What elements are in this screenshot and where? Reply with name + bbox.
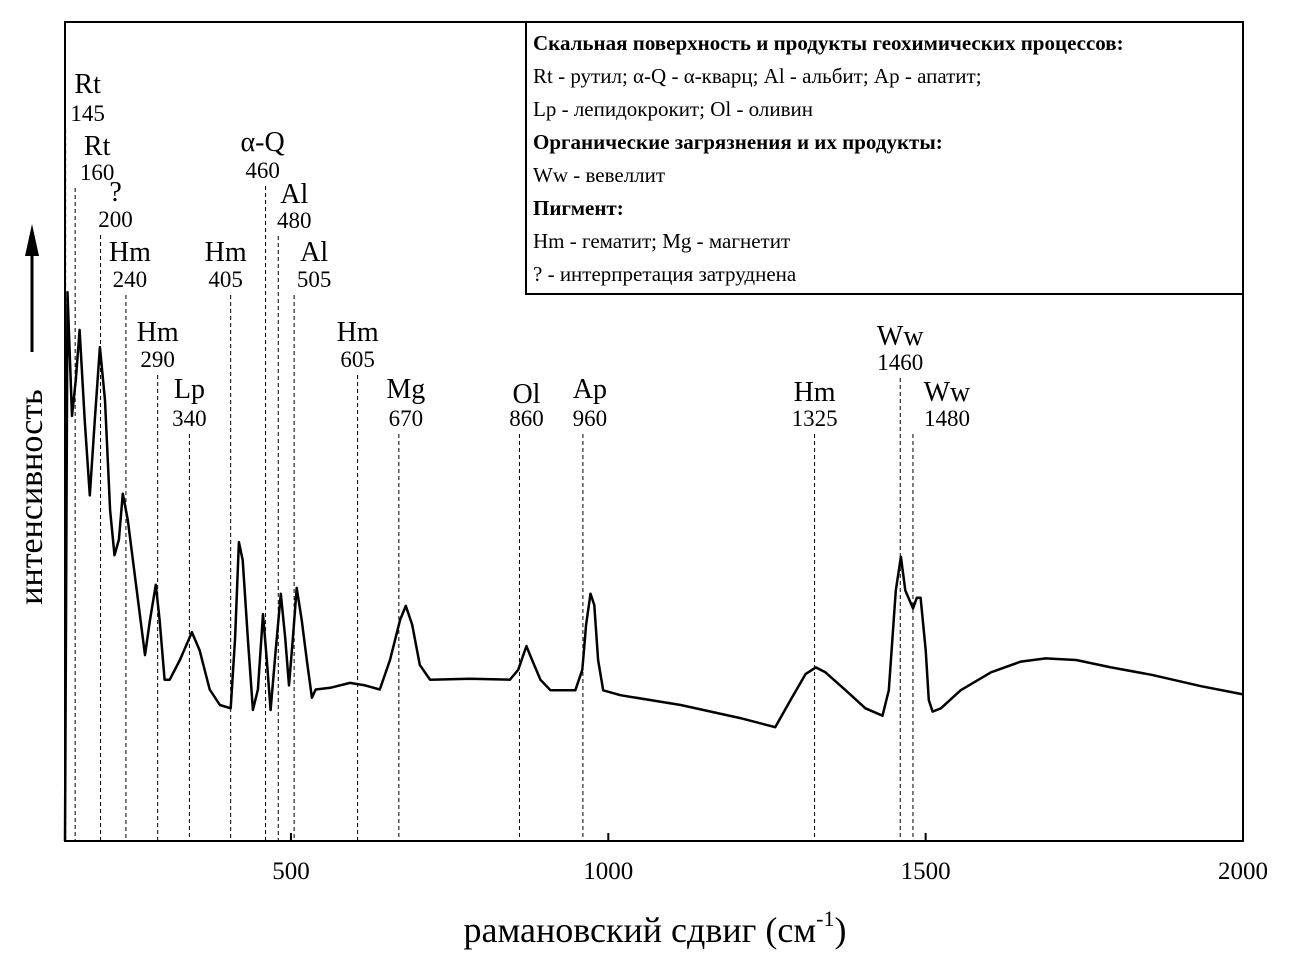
x-tick-label: 2000 bbox=[1218, 858, 1268, 885]
legend-heading: Скальная поверхность и продукты геохимич… bbox=[533, 31, 1124, 55]
peak-label: Ww bbox=[877, 321, 924, 352]
legend-box bbox=[525, 21, 1244, 295]
y-axis-label: интенсивность bbox=[13, 389, 50, 604]
peak-position: 860 bbox=[509, 406, 544, 431]
legend-item: ? - интерпретация затруднена bbox=[533, 262, 797, 286]
peak-label: ? bbox=[109, 177, 121, 208]
peak-label: Hm bbox=[337, 317, 379, 348]
peak-position: 145 bbox=[70, 101, 105, 126]
peak-position: 505 bbox=[297, 267, 332, 292]
legend-item: Lp - лепидокрокит; Ol - оливин bbox=[533, 97, 813, 121]
peak-position: 240 bbox=[113, 267, 148, 292]
peak-position: 605 bbox=[340, 347, 375, 372]
peak-position: 460 bbox=[245, 158, 280, 183]
x-axis-label-sup: -1 bbox=[816, 906, 834, 931]
peak-label: Mg bbox=[386, 374, 425, 405]
peak-label: Hm bbox=[794, 377, 836, 408]
peak-label: Hm bbox=[109, 237, 151, 268]
peak-position: 290 bbox=[140, 347, 175, 372]
peak-label: Hm bbox=[205, 237, 247, 268]
peak-position: 670 bbox=[389, 406, 424, 431]
peak-label: Rt bbox=[84, 131, 111, 162]
peak-position: 1460 bbox=[877, 350, 923, 375]
spectrum-line bbox=[63, 291, 1244, 842]
peak-position: 200 bbox=[98, 207, 133, 232]
legend-item: Rt - рутил; α-Q - α-кварц; Al - альбит; … bbox=[533, 64, 982, 88]
peak-label: Ol bbox=[512, 379, 540, 410]
x-tick-label: 1000 bbox=[583, 858, 633, 885]
x-axis-label-text: рамановский сдвиг (см bbox=[464, 910, 817, 950]
x-tick-label: 500 bbox=[272, 858, 310, 885]
peak-label: Hm bbox=[137, 317, 179, 348]
y-axis-arrow bbox=[25, 224, 39, 352]
peak-label: α-Q bbox=[240, 127, 284, 158]
peak-position: 1480 bbox=[924, 406, 970, 431]
x-axis-label: рамановский сдвиг (см-1) bbox=[464, 906, 847, 950]
peak-label: Ww bbox=[924, 377, 971, 408]
peak-position: 480 bbox=[277, 208, 312, 233]
peak-position: 960 bbox=[573, 406, 608, 431]
legend-item: Ww - вевеллит bbox=[533, 163, 665, 187]
legend-heading: Органические загрязнения и их продукты: bbox=[533, 130, 943, 154]
peak-label: Rt bbox=[74, 69, 101, 100]
legend-item: Hm - гематит; Mg - магнетит bbox=[533, 229, 790, 253]
peak-label: Lp bbox=[174, 374, 205, 405]
peak-position: 405 bbox=[208, 267, 243, 292]
peak-label: Ap bbox=[573, 374, 607, 405]
x-axis-label-end: ) bbox=[834, 910, 846, 950]
peak-label: Al bbox=[300, 237, 328, 268]
peak-position: 160 bbox=[80, 160, 115, 185]
peak-label: Al bbox=[280, 179, 308, 210]
x-tick-label: 1500 bbox=[901, 858, 951, 885]
peak-position: 340 bbox=[172, 406, 207, 431]
peak-position: 1325 bbox=[792, 406, 838, 431]
legend-heading: Пигмент: bbox=[533, 196, 624, 220]
